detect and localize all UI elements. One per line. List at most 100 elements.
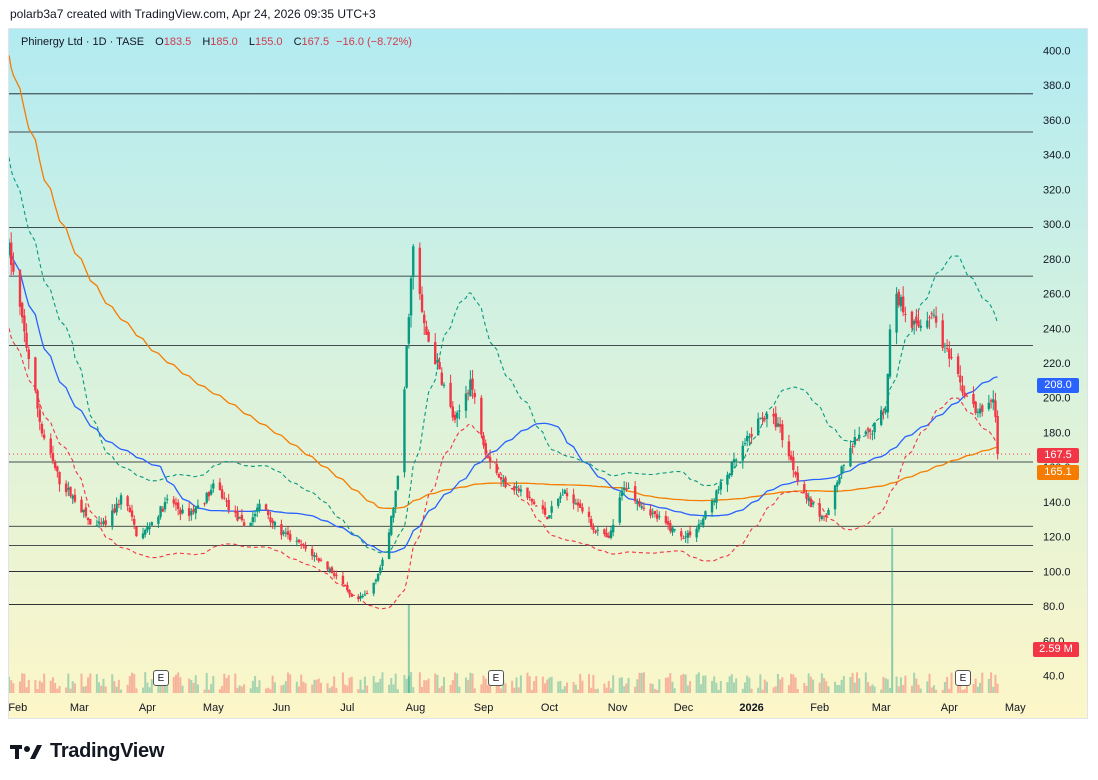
candle-body[interactable] [820,516,824,519]
candle-body[interactable] [464,393,468,411]
candle-body[interactable] [976,411,980,413]
candle-body[interactable] [607,535,610,538]
earnings-marker-2[interactable]: E [488,670,504,686]
candle-body[interactable] [220,489,224,499]
candle-body[interactable] [442,384,446,386]
candle-body[interactable] [480,397,483,435]
candle-body[interactable] [565,492,569,497]
candle-body[interactable] [473,392,476,398]
candle-body[interactable] [203,503,206,505]
candle-body[interactable] [818,503,821,517]
candle-body[interactable] [671,527,674,533]
candle-body[interactable] [559,496,562,499]
candle-body[interactable] [713,500,716,502]
candle-body[interactable] [376,573,380,581]
candle-body[interactable] [434,342,437,365]
candle-body[interactable] [728,473,731,476]
candle-body[interactable] [774,413,777,428]
candle-body[interactable] [117,503,121,505]
candle-body[interactable] [251,517,255,523]
candle-body[interactable] [299,544,303,546]
candle-body[interactable] [866,428,870,431]
candle-body[interactable] [886,373,889,413]
candle-body[interactable] [148,527,151,529]
candle-body[interactable] [249,522,252,526]
candle-body[interactable] [653,510,657,514]
candle-body[interactable] [34,357,37,391]
candle-body[interactable] [956,356,960,374]
candle-body[interactable] [381,559,384,566]
candle-body[interactable] [842,464,846,466]
candle-body[interactable] [592,525,595,530]
candle-body[interactable] [686,532,690,538]
candle-body[interactable] [879,410,883,425]
candle-body[interactable] [822,515,826,517]
candle-body[interactable] [963,392,966,396]
candle-body[interactable] [833,485,837,510]
candle-body[interactable] [240,514,244,521]
candle-body[interactable] [989,400,993,402]
candle-body[interactable] [622,487,626,491]
candle-body[interactable] [680,531,683,537]
candle-body[interactable] [994,400,997,417]
candle-body[interactable] [541,505,545,510]
candle-body[interactable] [458,410,461,412]
candle-body[interactable] [855,439,859,441]
candle-body[interactable] [119,495,123,505]
candle-body[interactable] [194,507,197,514]
candle-body[interactable] [972,393,975,405]
price-chart[interactable]: 40.060.080.0100.0120.0140.0160.0180.0200… [9,29,1088,719]
candle-body[interactable] [704,511,707,519]
candle-body[interactable] [587,511,591,517]
candle-body[interactable] [497,474,501,478]
candle-body[interactable] [917,320,920,327]
candle-body[interactable] [95,525,99,527]
candle-body[interactable] [535,505,538,507]
candle-body[interactable] [934,316,938,323]
candle-body[interactable] [84,507,88,517]
candle-body[interactable] [827,509,830,516]
candle-body[interactable] [56,466,59,472]
candle-body[interactable] [102,521,105,524]
candle-body[interactable] [71,495,74,499]
candle-body[interactable] [302,544,305,546]
candle-body[interactable] [517,488,520,492]
candle-body[interactable] [286,531,290,535]
candle-body[interactable] [750,433,753,437]
candle-body[interactable] [403,389,406,473]
candle-body[interactable] [343,584,347,587]
candle-body[interactable] [636,501,639,504]
candle-body[interactable] [174,502,178,505]
candle-body[interactable] [9,242,11,256]
candle-body[interactable] [418,247,422,294]
candle-body[interactable] [144,529,147,535]
candle-body[interactable] [609,530,613,538]
candle-body[interactable] [978,408,982,414]
candle-body[interactable] [961,385,964,393]
candle-body[interactable] [25,332,28,348]
candle-body[interactable] [638,501,641,506]
candle-body[interactable] [38,409,41,422]
candle-body[interactable] [58,471,61,485]
candle-body[interactable] [295,540,299,542]
candle-body[interactable] [910,311,914,328]
candle-body[interactable] [838,476,841,484]
candle-body[interactable] [488,457,492,462]
candle-body[interactable] [280,524,283,536]
candle-body[interactable] [611,524,615,533]
candle-body[interactable] [64,483,68,493]
candle-body[interactable] [789,455,793,460]
candle-body[interactable] [888,329,892,377]
candle-body[interactable] [895,293,898,333]
candle-body[interactable] [732,459,736,462]
candle-body[interactable] [884,409,887,413]
candle-body[interactable] [359,595,362,599]
candle-body[interactable] [18,269,22,307]
candle-body[interactable] [532,501,536,505]
candle-body[interactable] [392,507,395,518]
candle-body[interactable] [328,568,331,571]
candle-body[interactable] [546,517,549,520]
blue-moving-average[interactable] [9,242,998,553]
candle-body[interactable] [330,567,334,574]
candle-body[interactable] [196,505,200,509]
